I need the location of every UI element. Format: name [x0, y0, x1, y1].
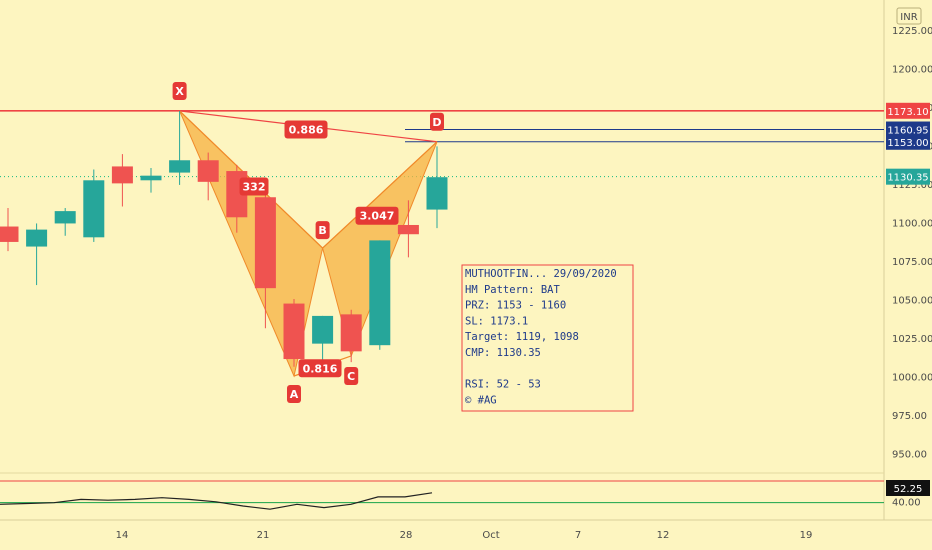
info-line-8: © #AG	[465, 394, 497, 406]
candle-body-14	[397, 224, 419, 235]
info-line-0: MUTHOOTFIN... 29/09/2020	[465, 268, 617, 280]
svg-text:0.816: 0.816	[303, 362, 338, 375]
pattern-labels: X A B C D 0.886 0.816 3.047 332	[172, 81, 444, 403]
price-tick-10: 975.00	[892, 411, 927, 422]
date-tick-3: Oct	[482, 530, 499, 541]
candle-body-12	[340, 314, 362, 352]
svg-text:X: X	[175, 85, 184, 98]
candle-body-9	[254, 197, 276, 289]
price-tag-3: 1130.35	[886, 168, 930, 185]
ratio-label-0: 0.886	[284, 120, 328, 139]
candle-body-0	[0, 226, 19, 242]
svg-text:1130.35: 1130.35	[887, 173, 928, 184]
candle-body-3	[83, 180, 105, 238]
candle-body-4	[111, 166, 133, 184]
candle-body-5	[140, 175, 162, 181]
svg-text:3.047: 3.047	[360, 210, 395, 223]
price-tick-0: 1225.00	[892, 26, 932, 37]
ratio-label-1: 0.816	[298, 359, 342, 378]
pattern-point-c: C	[344, 366, 359, 385]
price-tick-5: 1100.00	[892, 218, 932, 229]
svg-text:52.25: 52.25	[894, 484, 923, 495]
candle-body-7	[197, 160, 219, 182]
rsi-line	[0, 492, 433, 510]
svg-text:1153.00: 1153.00	[887, 138, 928, 149]
price-tick-4: 1125.00	[892, 180, 932, 191]
info-line-1: HM Pattern: BAT	[465, 284, 561, 296]
currency-label: INR	[900, 12, 917, 23]
candle-body-13	[369, 240, 391, 346]
price-axis[interactable]: 1225.001200.001175.001150.001125.001100.…	[892, 26, 932, 461]
svg-text:1160.95: 1160.95	[887, 126, 928, 137]
pattern-leg-bd	[322, 141, 438, 249]
price-tag-0: 1173.10	[886, 102, 930, 119]
price-tick-7: 1050.00	[892, 295, 932, 306]
svg-text:C: C	[347, 370, 355, 383]
price-tick-1: 1200.00	[892, 64, 932, 75]
info-box-frame	[461, 264, 634, 412]
candle-body-2	[54, 211, 76, 224]
price-levels	[0, 109, 884, 178]
info-line-7: RSI: 52 - 53	[465, 379, 541, 391]
price-tick-9: 1000.00	[892, 373, 932, 384]
candle-body-10	[283, 303, 305, 360]
price-tag-2: 1153.00	[886, 133, 930, 150]
date-tick-6: 19	[800, 530, 813, 541]
pattern-point-x: X	[172, 81, 187, 100]
currency-badge[interactable]	[896, 7, 922, 25]
rsi-pane: 40.00	[0, 480, 921, 510]
svg-text:D: D	[432, 116, 441, 129]
date-tick-4: 7	[575, 530, 581, 541]
svg-text:B: B	[318, 224, 326, 237]
info-line-2: PRZ: 1153 - 1160	[465, 300, 566, 312]
date-tick-1: 21	[257, 530, 270, 541]
pattern-point-d: D	[430, 112, 444, 131]
price-tick-8: 1025.00	[892, 334, 932, 345]
date-axis[interactable]: 14 21 28 Oct 7 12 19	[116, 530, 813, 541]
price-tick-11: 950.00	[892, 450, 927, 461]
date-tick-2: 28	[400, 530, 413, 541]
candles	[0, 110, 448, 373]
pattern-point-b: B	[315, 221, 330, 240]
candle-body-6	[169, 160, 191, 173]
pattern-point-a: A	[287, 385, 301, 403]
info-line-4: Target: 1119, 1098	[465, 331, 579, 343]
harmonic-pattern	[179, 110, 438, 378]
rsi-level-tick: 40.00	[892, 498, 921, 509]
svg-text:332: 332	[243, 180, 266, 193]
ratio-label-2: 3.047	[355, 206, 399, 225]
svg-text:1173.10: 1173.10	[887, 107, 928, 118]
info-line-3: SL: 1173.1	[465, 315, 528, 327]
date-tick-0: 14	[116, 530, 129, 541]
price-tick-6: 1075.00	[892, 257, 932, 268]
price-tag-1: 1160.95	[886, 121, 930, 138]
rsi-value-tag: 52.25	[886, 480, 930, 496]
ratio-label-3: 332	[239, 177, 269, 196]
date-tick-5: 12	[657, 530, 670, 541]
candle-body-11	[312, 315, 334, 344]
svg-text:A: A	[290, 388, 299, 401]
candle-body-1	[26, 229, 48, 247]
info-box: MUTHOOTFIN... 29/09/2020 HM Pattern: BAT P…	[461, 264, 634, 412]
svg-text:0.886: 0.886	[289, 123, 324, 136]
info-line-5: CMP: 1130.35	[465, 347, 541, 359]
candle-body-15	[426, 177, 448, 210]
